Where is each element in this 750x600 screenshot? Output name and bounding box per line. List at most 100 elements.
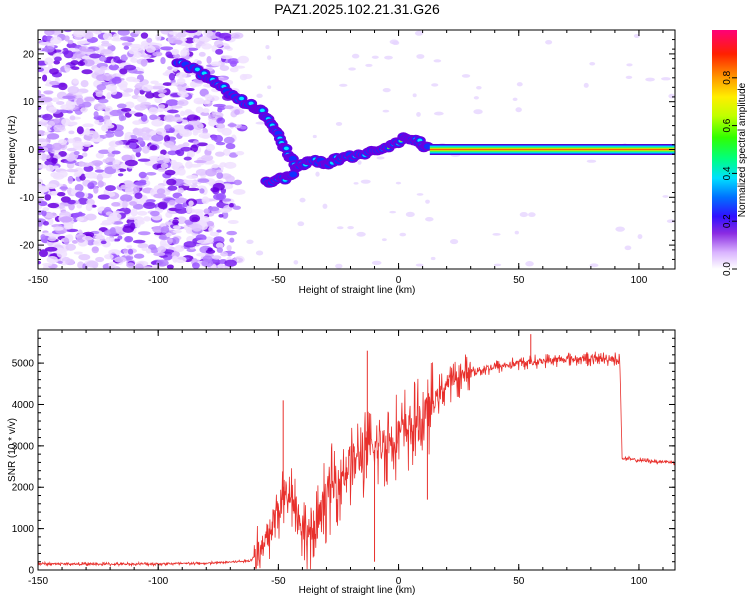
noise-blob (65, 258, 75, 266)
noise-blob (95, 152, 105, 159)
noise-blob (51, 142, 63, 151)
noise-blob (164, 169, 176, 176)
colorbar-tick-label: 0.6 (722, 118, 733, 132)
noise-blob (228, 203, 234, 208)
noise-blob (174, 197, 188, 204)
noise-blob (45, 183, 58, 190)
noise-blob (177, 187, 184, 194)
noise-blob (134, 112, 144, 117)
noise-blob (221, 127, 232, 136)
noise-blob (205, 143, 216, 152)
noise-blob (172, 225, 181, 230)
noise-blob (416, 112, 421, 117)
branch-ridge-blob (289, 171, 298, 178)
noise-blob (73, 150, 80, 156)
noise-blob (461, 74, 471, 78)
noise-blob (43, 90, 54, 95)
noise-blob (44, 194, 52, 201)
noise-blob (76, 97, 84, 106)
spectrogram-y-tick-label: 0 (28, 145, 34, 156)
noise-blob (71, 239, 78, 244)
noise-blob (589, 263, 599, 268)
noise-blob (170, 105, 183, 109)
noise-blob (42, 262, 53, 267)
noise-blob (205, 249, 216, 254)
noise-blob (49, 68, 59, 75)
noise-blob (224, 105, 234, 110)
noise-blob (76, 203, 82, 209)
noise-blob (94, 103, 107, 111)
spectrogram-x-tick-label: -50 (271, 275, 286, 286)
noise-blob (201, 43, 213, 50)
noise-blob (111, 150, 121, 155)
noise-blob (65, 243, 76, 251)
snr-y-tick-label: 1000 (12, 524, 35, 535)
noise-blob (224, 259, 237, 267)
colorbar: 0.0 0.2 0.4 0.6 0.8 Normalized spectral ampl… (712, 30, 748, 276)
noise-blob (214, 151, 225, 157)
noise-blob (152, 51, 163, 57)
noise-blob (365, 63, 373, 67)
noise-blob (172, 219, 179, 226)
noise-blob (231, 32, 244, 39)
noise-blob (196, 60, 202, 65)
noise-blob (201, 154, 214, 162)
noise-blob (53, 172, 61, 179)
signal-ridge-blob (283, 146, 289, 151)
noise-blob (208, 226, 214, 233)
noise-blob (80, 79, 89, 88)
snr-frame (37, 329, 676, 571)
signal-ridge-blob (194, 67, 200, 72)
noise-blob (184, 37, 195, 44)
noise-blob (195, 234, 207, 242)
noise-blob (66, 156, 75, 162)
signal-ridge-blob (239, 96, 245, 101)
noise-blob (347, 225, 354, 230)
noise-blob (150, 157, 161, 162)
noise-blob (120, 184, 132, 190)
noise-blob (425, 217, 434, 222)
noise-blob (64, 35, 70, 42)
noise-blob (127, 248, 134, 255)
noise-blob (225, 175, 235, 183)
noise-blob (157, 246, 167, 253)
noise-blob (40, 96, 53, 103)
noise-blob (226, 244, 232, 251)
noise-blob (124, 235, 134, 243)
noise-blob (148, 107, 159, 115)
noise-blob (177, 168, 186, 176)
snr-line (38, 351, 675, 570)
noise-blob (130, 57, 139, 63)
noise-blob (232, 189, 246, 195)
noise-blob (97, 194, 110, 200)
noise-blob (170, 82, 179, 87)
noise-blob (431, 83, 439, 87)
noise-blob (44, 57, 54, 66)
noise-blob (146, 37, 153, 43)
noise-blob (185, 205, 193, 214)
noise-blob (211, 111, 218, 115)
noise-blob (78, 46, 87, 52)
noise-blob (73, 30, 87, 38)
noise-blob (180, 146, 193, 152)
noise-blob (84, 127, 91, 136)
noise-blob (217, 77, 228, 81)
noise-blob (219, 208, 231, 213)
noise-blob (41, 209, 47, 217)
noise-blob (95, 166, 101, 170)
noise-blob (187, 150, 195, 158)
snr-x-tick-label: 50 (513, 576, 525, 587)
noise-blob (110, 88, 118, 95)
noise-blob (68, 48, 81, 52)
noise-blob (183, 183, 193, 187)
noise-blob (151, 134, 164, 142)
noise-blob (113, 238, 121, 242)
noise-blob (168, 199, 176, 206)
noise-blob (170, 50, 179, 56)
noise-blob (160, 56, 166, 65)
noise-blob (119, 93, 131, 97)
noise-blob (100, 222, 112, 226)
noise-blob (416, 193, 424, 196)
